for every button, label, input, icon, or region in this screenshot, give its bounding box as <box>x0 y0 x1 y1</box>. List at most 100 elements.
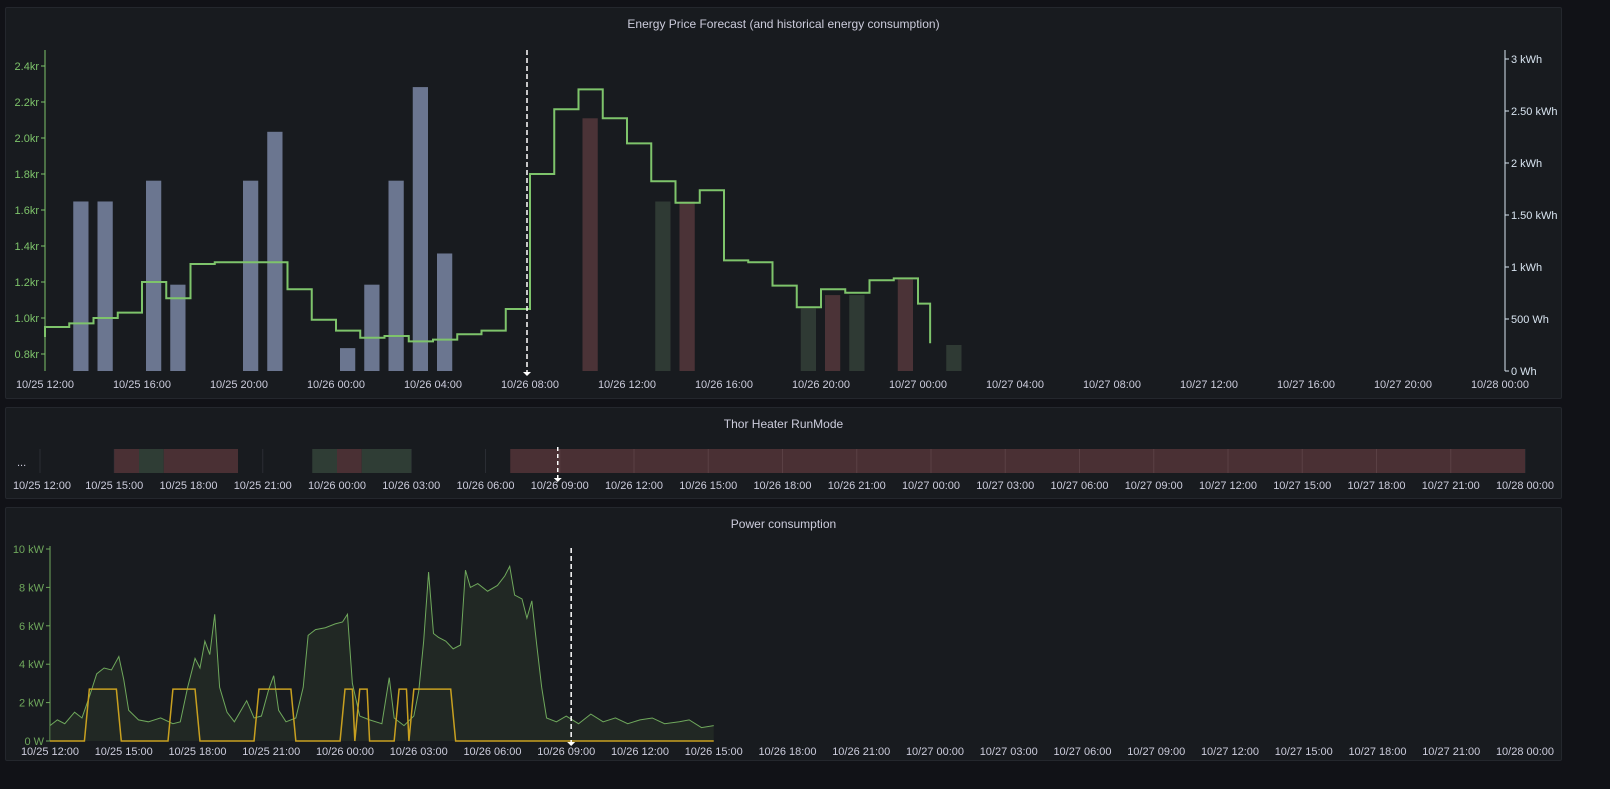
state-segment <box>510 449 1525 473</box>
x-axis-tick-label: 10/25 15:00 <box>85 480 143 492</box>
right-axis-tick-label: 1 kWh <box>1511 262 1542 274</box>
consumption-bar <box>582 118 598 371</box>
x-axis-tick-label: 10/26 00:00 <box>307 379 365 391</box>
consumption-bar <box>679 201 695 371</box>
x-axis-tick-label: 10/25 12:00 <box>21 746 79 758</box>
x-axis-tick-label: 10/26 03:00 <box>390 746 448 758</box>
x-axis-tick-label: 10/27 08:00 <box>1083 379 1141 391</box>
x-axis-tick-label: 10/26 04:00 <box>404 379 462 391</box>
y-axis-tick-label: 8 kW <box>19 582 45 594</box>
x-axis-tick-label: 10/27 00:00 <box>889 379 947 391</box>
consumption-bar <box>800 308 816 371</box>
x-axis-tick-label: 10/26 20:00 <box>792 379 850 391</box>
x-axis-tick-label: 10/25 16:00 <box>113 379 171 391</box>
x-axis-tick-label: 10/28 00:00 <box>1471 379 1529 391</box>
x-axis-tick-label: 10/27 06:00 <box>1050 480 1108 492</box>
consumption-bar <box>655 201 671 371</box>
right-axis-tick-label: 0 Wh <box>1511 366 1537 378</box>
x-axis-tick-label: 10/25 21:00 <box>242 746 300 758</box>
x-axis-tick-label: 10/27 15:00 <box>1273 480 1331 492</box>
x-axis-tick-label: 10/26 12:00 <box>598 379 656 391</box>
x-axis-tick-label: 10/27 21:00 <box>1422 480 1480 492</box>
consumption-bar <box>73 201 89 371</box>
y-axis-tick-label: 10 kW <box>13 544 45 556</box>
consumption-bar <box>364 284 380 371</box>
x-axis-tick-label: 10/25 18:00 <box>159 480 217 492</box>
x-axis-tick-label: 10/26 15:00 <box>685 746 743 758</box>
x-axis-tick-label: 10/27 21:00 <box>1422 746 1480 758</box>
x-axis-tick-label: 10/25 21:00 <box>234 480 292 492</box>
consumption-bar <box>146 180 162 371</box>
x-axis-tick-label: 10/28 00:00 <box>1496 480 1554 492</box>
left-axis-tick-label: 0.8kr <box>15 349 40 361</box>
consumption-bar <box>849 295 865 371</box>
left-axis-tick-label: 1.8kr <box>15 169 40 181</box>
left-axis-tick-label: 1.0kr <box>15 313 40 325</box>
state-segment <box>139 449 164 473</box>
consumption-bar <box>897 279 913 371</box>
power-area <box>50 566 714 741</box>
x-axis-tick-label: 10/27 12:00 <box>1201 746 1259 758</box>
x-axis-tick-label: 10/27 12:00 <box>1180 379 1238 391</box>
x-axis-tick-label: 10/26 18:00 <box>753 480 811 492</box>
state-segment <box>361 449 412 473</box>
state-segment <box>163 449 238 473</box>
consumption-bar <box>340 348 356 371</box>
y-axis-tick-label: 2 kW <box>19 698 45 710</box>
x-axis-tick-label: 10/26 09:00 <box>531 480 589 492</box>
state-segment <box>312 449 337 473</box>
panel-title: Power consumption <box>730 517 837 531</box>
now-marker-arrow <box>523 372 531 376</box>
consumption-bar <box>437 253 453 371</box>
x-axis-tick-label: 10/27 15:00 <box>1275 746 1333 758</box>
right-axis-tick-label: 3 kWh <box>1511 54 1542 66</box>
x-axis-tick-label: 10/26 18:00 <box>758 746 816 758</box>
consumption-bar <box>267 131 283 371</box>
left-axis-tick-label: 1.6kr <box>15 205 40 217</box>
consumption-bar <box>946 345 962 371</box>
x-axis-tick-label: 10/27 06:00 <box>1053 746 1111 758</box>
x-axis-tick-label: 10/26 12:00 <box>611 746 669 758</box>
x-axis-tick-label: 10/27 20:00 <box>1374 379 1432 391</box>
x-axis-tick-label: 10/27 09:00 <box>1125 480 1183 492</box>
x-axis-tick-label: 10/25 12:00 <box>16 379 74 391</box>
state-segment <box>337 449 362 473</box>
now-marker-arrow <box>567 742 576 746</box>
x-axis-tick-label: 10/25 18:00 <box>168 746 226 758</box>
x-axis-tick-label: 10/28 00:00 <box>1496 746 1554 758</box>
left-axis-tick-label: 2.2kr <box>15 97 40 109</box>
x-axis-tick-label: 10/26 03:00 <box>382 480 440 492</box>
x-axis-tick-label: 10/27 18:00 <box>1348 746 1406 758</box>
consumption-bar <box>243 180 259 371</box>
left-axis-tick-label: 2.4kr <box>15 61 40 73</box>
y-axis-tick-label: 0 W <box>24 736 44 748</box>
consumption-bar <box>170 284 186 371</box>
x-axis-tick-label: 10/25 15:00 <box>95 746 153 758</box>
state-segment <box>114 449 139 473</box>
x-axis-tick-label: 10/26 12:00 <box>605 480 663 492</box>
x-axis-tick-label: 10/26 06:00 <box>463 746 521 758</box>
x-axis-tick-label: 10/27 03:00 <box>976 480 1034 492</box>
consumption-bar <box>97 201 113 371</box>
x-axis-tick-label: 10/26 15:00 <box>679 480 737 492</box>
left-axis-tick-label: 2.0kr <box>15 133 40 145</box>
y-axis-tick-label: 4 kW <box>19 659 45 671</box>
y-axis-tick-label: 6 kW <box>19 621 45 633</box>
row-label: ... <box>17 457 26 469</box>
x-axis-tick-label: 10/26 08:00 <box>501 379 559 391</box>
x-axis-tick-label: 10/26 06:00 <box>456 480 514 492</box>
consumption-bar <box>825 295 841 371</box>
x-axis-tick-label: 10/27 00:00 <box>902 480 960 492</box>
left-axis-tick-label: 1.2kr <box>15 277 40 289</box>
panel-title: Thor Heater RunMode <box>723 417 844 431</box>
x-axis-tick-label: 10/27 12:00 <box>1199 480 1257 492</box>
consumption-bar <box>388 180 404 371</box>
power-series-line <box>49 564 714 729</box>
right-axis-tick-label: 2 kWh <box>1511 158 1542 170</box>
x-axis-tick-label: 10/27 16:00 <box>1277 379 1335 391</box>
x-axis-tick-label: 10/26 21:00 <box>832 746 890 758</box>
x-axis-tick-label: 10/26 00:00 <box>308 480 366 492</box>
runmode-series-line <box>50 688 714 742</box>
x-axis-tick-label: 10/25 20:00 <box>210 379 268 391</box>
